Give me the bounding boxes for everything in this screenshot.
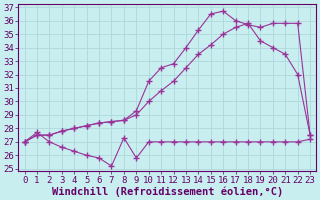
X-axis label: Windchill (Refroidissement éolien,°C): Windchill (Refroidissement éolien,°C): [52, 186, 283, 197]
